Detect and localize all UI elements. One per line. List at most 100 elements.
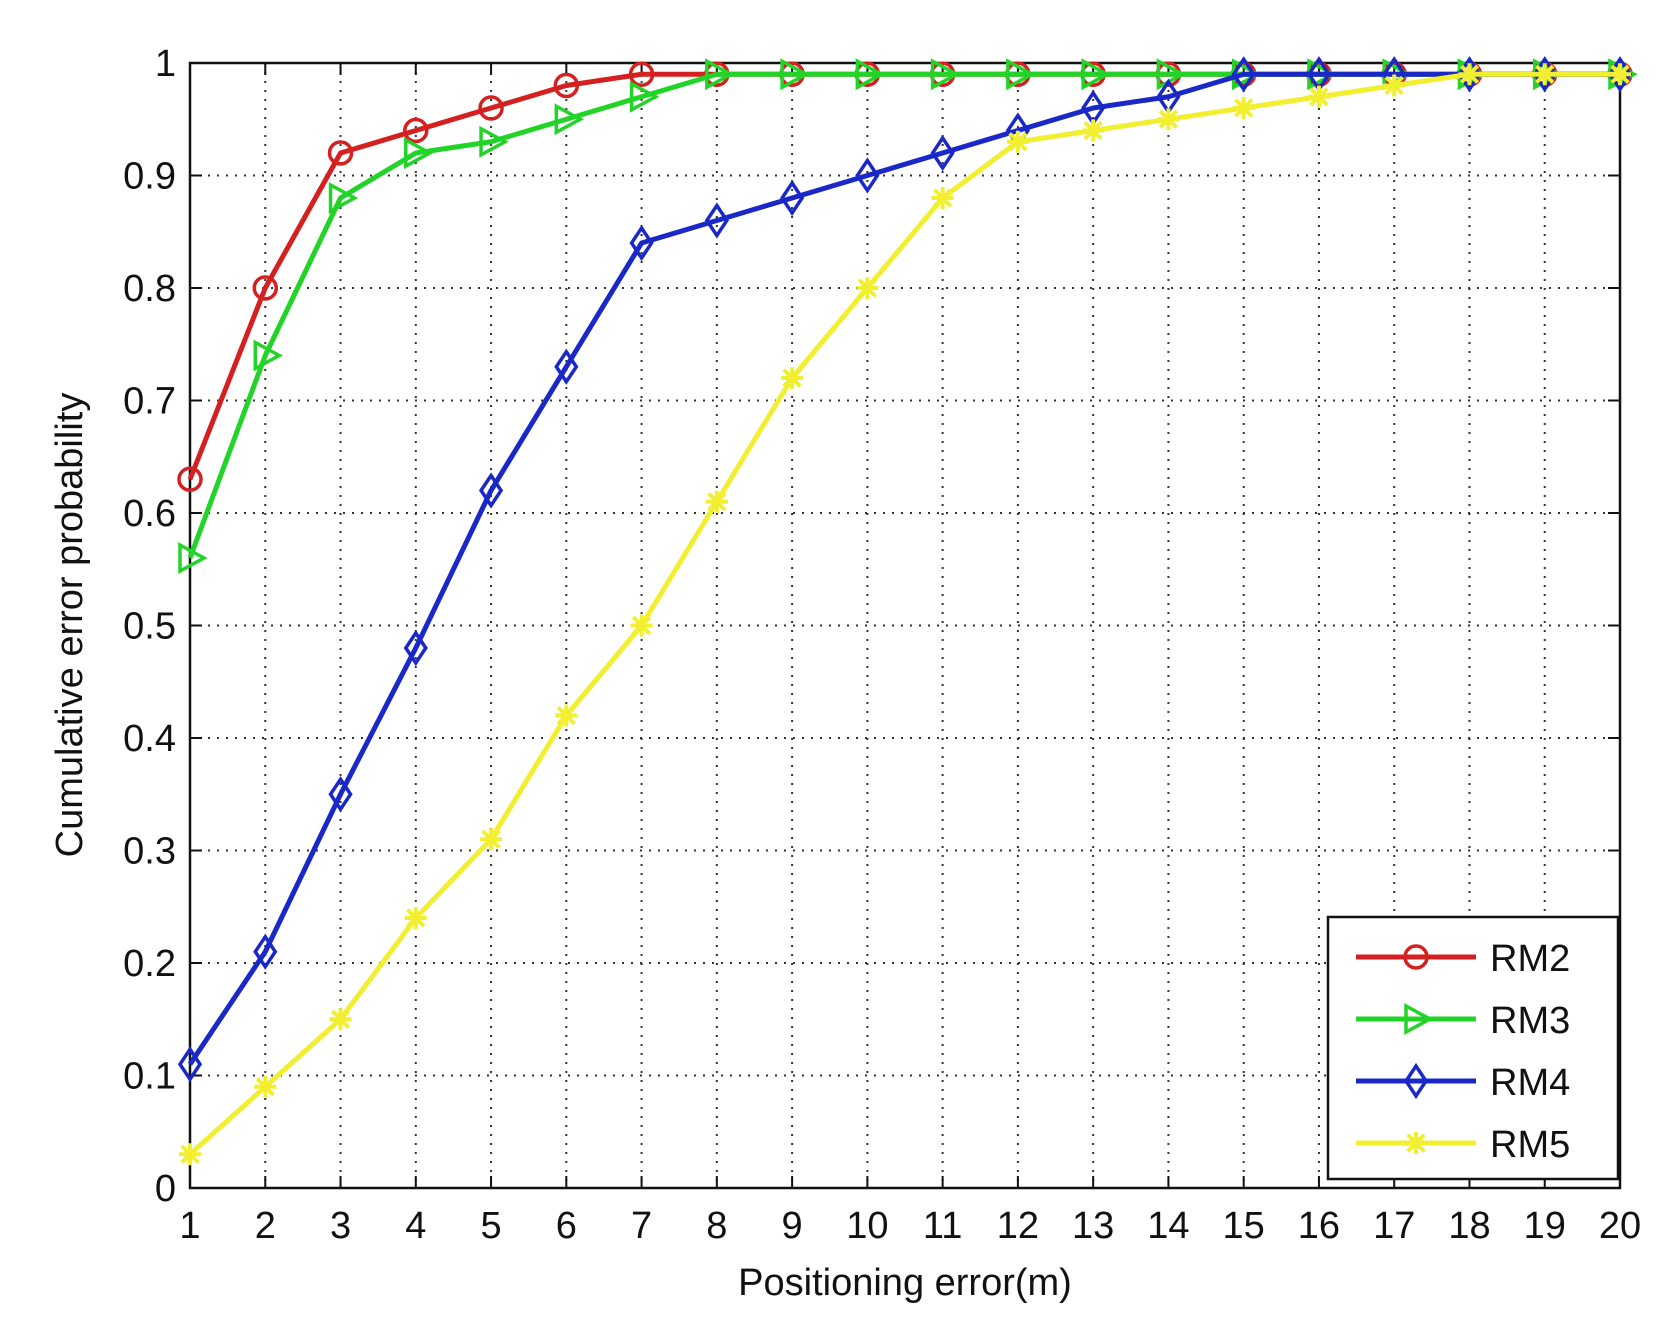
data-point (1006, 130, 1029, 153)
data-point (403, 629, 428, 667)
x-tick-label: 5 (480, 1205, 501, 1247)
data-point (930, 58, 961, 91)
x-tick-label: 12 (997, 1205, 1039, 1247)
data-point (1307, 85, 1330, 108)
x-tick-label: 16 (1298, 1205, 1340, 1247)
x-tick-label: 13 (1072, 1205, 1114, 1247)
data-point (704, 202, 729, 239)
x-tick-label: 14 (1147, 1205, 1189, 1247)
data-point (1081, 58, 1111, 91)
legend-label: RM4 (1490, 1062, 1570, 1104)
x-tick-label: 9 (782, 1205, 803, 1247)
data-point (329, 1008, 352, 1031)
data-point (1231, 56, 1256, 93)
data-point (629, 80, 660, 113)
data-point (178, 542, 208, 574)
data-point (253, 933, 278, 970)
legend-label: RM3 (1490, 1000, 1570, 1042)
x-tick-label: 17 (1373, 1205, 1415, 1247)
data-point (1458, 63, 1481, 86)
series-RM5 (179, 63, 1631, 1166)
series-group (177, 56, 1638, 1166)
x-axis-label: Positioning error(m) (738, 1262, 1072, 1304)
x-tick-label: 6 (556, 1205, 577, 1247)
data-point (328, 182, 359, 214)
y-tick-label: 0.6 (123, 493, 176, 535)
x-tick-label: 7 (631, 1205, 652, 1247)
data-point (630, 614, 653, 637)
data-point (553, 72, 580, 99)
y-tick-label: 0.3 (123, 831, 176, 873)
axes (188, 61, 1622, 1190)
data-point (856, 277, 879, 299)
y-tick-label: 0.2 (123, 943, 176, 985)
data-point (931, 187, 954, 209)
data-point (705, 58, 735, 91)
legend-entry: RM5 (1356, 1124, 1570, 1166)
data-point (555, 704, 578, 727)
legend: RM2 RM3 RM4 RM5 (1326, 915, 1620, 1181)
data-point (179, 1143, 201, 1166)
data-point (930, 134, 955, 172)
y-tick-label: 0.8 (123, 268, 176, 310)
x-tick-label: 2 (255, 1205, 276, 1247)
x-tick-label: 18 (1448, 1205, 1490, 1247)
y-tick-label: 0.1 (123, 1056, 176, 1098)
legend-marker (1403, 1062, 1429, 1100)
data-point (554, 103, 584, 136)
data-point (480, 828, 503, 851)
y-axis-label: Cumulative error probability (49, 393, 91, 858)
legend-label: RM5 (1490, 1124, 1570, 1166)
data-point (1609, 63, 1631, 86)
legend-marker (1404, 1003, 1434, 1035)
data-point (478, 472, 504, 509)
legend-label: RM2 (1490, 938, 1570, 980)
data-point (328, 776, 353, 813)
legend-marker (1405, 1132, 1427, 1154)
y-tick-label: 0.4 (123, 718, 176, 760)
x-tick-label: 19 (1524, 1205, 1566, 1247)
data-point (404, 907, 427, 929)
data-point (855, 157, 880, 194)
data-point (254, 1075, 277, 1098)
data-point (781, 367, 804, 389)
y-tick-label: 0 (155, 1168, 176, 1210)
legend-entry: RM4 (1356, 1062, 1570, 1104)
data-point (1156, 58, 1187, 91)
data-point (252, 275, 279, 301)
data-point (855, 58, 886, 91)
data-point (554, 348, 579, 385)
data-point (705, 490, 728, 513)
y-tick-label: 0.9 (123, 156, 176, 198)
y-tick-label: 1 (155, 43, 176, 85)
x-tick-label: 8 (706, 1205, 727, 1247)
x-tick-label: 20 (1599, 1205, 1641, 1247)
series-line (187, 71, 1620, 1066)
y-tick-labels: 0 0.1 0.2 0.3 0.4 0.5 0.6 0.7 0.8 0.9 1 (123, 43, 176, 1210)
legend-marker (1403, 944, 1429, 970)
data-point (1157, 108, 1180, 131)
data-point (403, 117, 429, 144)
data-point (327, 140, 354, 166)
legend-entry: RM3 (1356, 1000, 1570, 1042)
data-point (253, 339, 283, 372)
data-point (177, 1046, 203, 1083)
x-tick-label: 10 (846, 1205, 888, 1247)
series-line (188, 71, 1620, 1157)
data-point (628, 61, 655, 87)
data-point (404, 137, 434, 169)
data-point (1082, 119, 1105, 142)
x-tick-label: 11 (923, 1205, 962, 1247)
data-point (1006, 58, 1036, 91)
x-tick-label: 3 (330, 1205, 351, 1247)
x-tick-label: 15 (1223, 1205, 1265, 1247)
data-point (1383, 74, 1406, 97)
legend-entry: RM2 (1356, 938, 1570, 980)
x-tick-label: 4 (405, 1205, 426, 1247)
data-point (1533, 63, 1556, 86)
legend-box (1326, 915, 1620, 1181)
data-point (1232, 97, 1255, 119)
y-tick-label: 0.7 (123, 381, 176, 423)
data-point (780, 58, 810, 91)
